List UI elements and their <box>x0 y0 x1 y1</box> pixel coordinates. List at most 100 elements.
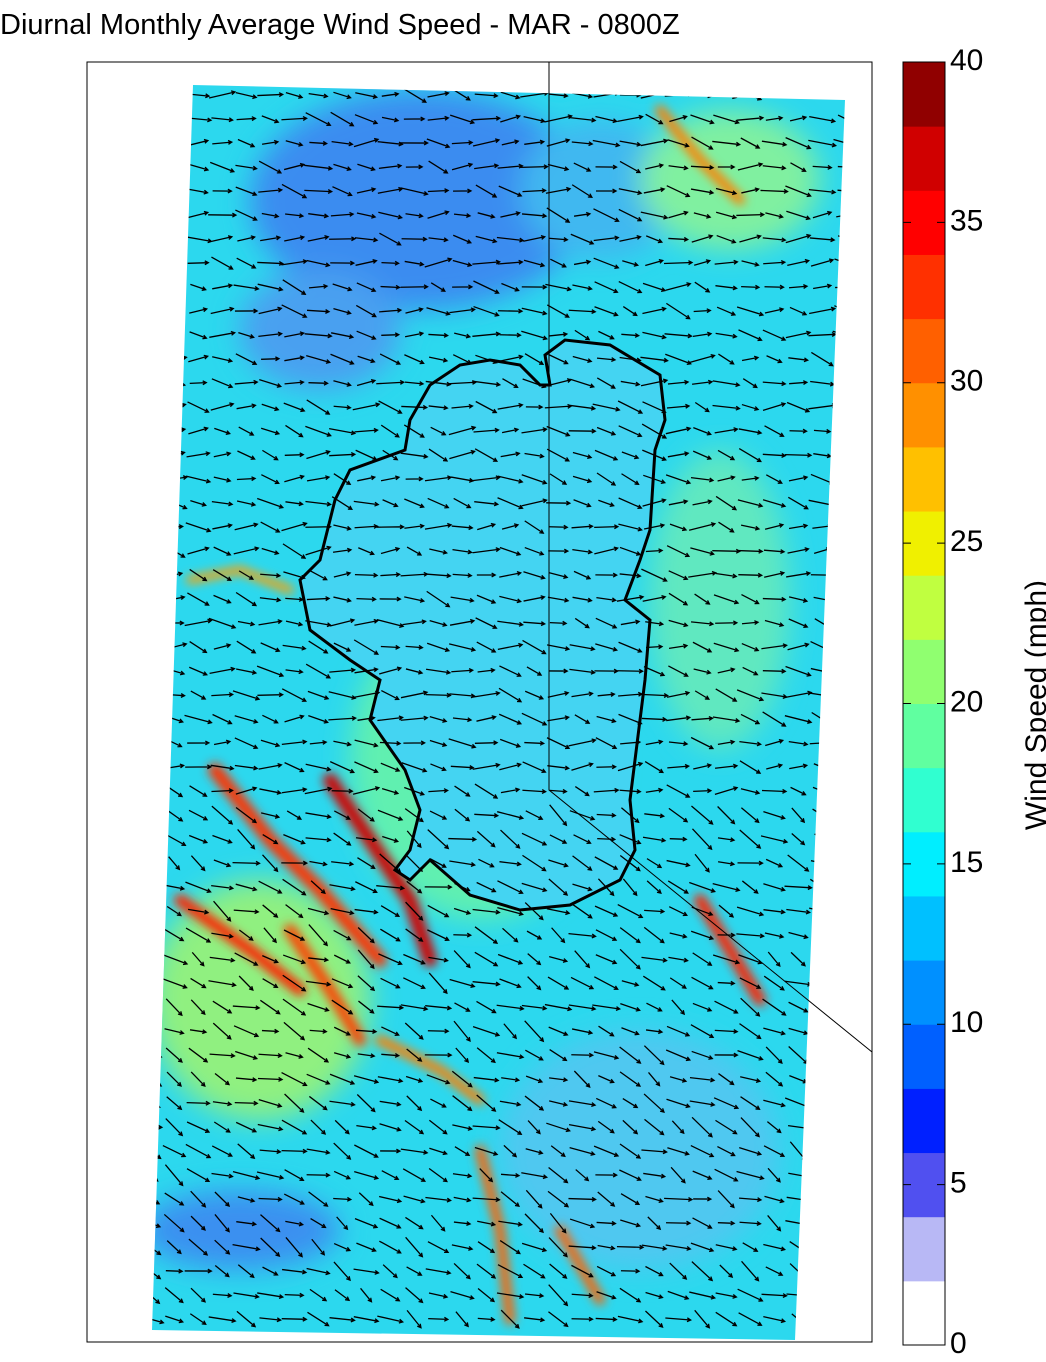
wind-arrow <box>214 1264 230 1278</box>
wind-arrow <box>784 885 813 891</box>
wind-arrow <box>571 903 593 919</box>
wind-arrow <box>234 952 259 966</box>
wind-arrow <box>261 212 280 219</box>
wind-arrow <box>475 354 498 364</box>
wind-arrow <box>621 980 640 987</box>
wind-arrow <box>569 1218 596 1229</box>
wind-arrow <box>502 378 519 389</box>
wind-arrow <box>428 1167 448 1183</box>
wind-arrow <box>619 1046 642 1064</box>
wind-arrow <box>329 427 357 436</box>
wind-arrow <box>305 980 332 987</box>
wind-arrow <box>549 956 569 963</box>
wind-arrow <box>213 476 232 483</box>
wind-arrow <box>281 1148 308 1154</box>
wind-arrow <box>525 1075 544 1084</box>
wind-arrow <box>574 785 590 797</box>
colorbar-tick-label: 5 <box>950 1167 967 1200</box>
wind-arrow <box>333 1142 352 1160</box>
wind-arrow <box>785 137 812 150</box>
wind-arrow <box>667 880 689 894</box>
wind-arrow <box>237 450 256 460</box>
wind-arrow <box>333 91 352 100</box>
wind-arrow <box>522 188 547 194</box>
wind-arrow <box>497 953 524 965</box>
wind-arrow <box>214 1072 231 1086</box>
wind-arrow <box>357 857 376 870</box>
wind-arrow <box>618 641 643 653</box>
wind-arrow <box>594 976 619 990</box>
wind-arrow <box>717 739 736 745</box>
wind-arrow <box>692 952 713 966</box>
wind-arrow <box>717 806 736 825</box>
wind-arrow <box>285 620 304 627</box>
wind-arrow <box>717 475 736 482</box>
wind-arrow <box>620 619 641 626</box>
wind-arrow <box>713 114 740 125</box>
wind-arrow <box>521 498 548 507</box>
wind-arrow <box>689 1100 716 1107</box>
wind-arrow <box>717 667 736 674</box>
wind-arrow <box>405 1287 424 1304</box>
wind-arrow <box>527 953 542 966</box>
wind-arrow <box>382 1264 398 1279</box>
wind-arrow <box>190 855 206 872</box>
wind-arrow <box>595 643 619 652</box>
wind-arrow <box>548 548 570 554</box>
wind-arrow <box>238 570 255 580</box>
wind-arrow <box>619 948 641 970</box>
wind-arrow <box>570 976 595 990</box>
wind-arrow <box>472 1125 501 1131</box>
wind-arrow <box>355 92 379 100</box>
wind-arrow <box>189 307 209 314</box>
wind-arrow <box>355 449 378 461</box>
wind-arrow <box>404 498 425 509</box>
wind-arrow <box>688 522 717 531</box>
wind-arrow <box>284 1093 305 1113</box>
wind-arrow <box>427 497 450 509</box>
wind-arrow <box>405 854 423 872</box>
wind-arrow <box>760 188 789 194</box>
wind-arrow <box>499 978 522 989</box>
wind-arrow <box>476 1094 497 1112</box>
wind-arrow <box>237 828 256 850</box>
wind-arrow <box>691 976 714 990</box>
wind-arrow <box>238 975 254 991</box>
wind-arrow <box>521 832 548 846</box>
wind-arrow <box>717 861 736 867</box>
wind-arrow <box>357 715 376 721</box>
wind-arrow <box>641 568 668 582</box>
wind-arrow <box>283 402 306 413</box>
wind-arrow <box>256 497 285 509</box>
wind-arrow <box>427 1028 450 1034</box>
wind-arrow <box>353 1075 380 1084</box>
wind-arrow <box>452 284 474 290</box>
wind-arrow <box>666 715 692 722</box>
wind-arrow <box>596 426 617 436</box>
wind-arrow <box>186 451 211 458</box>
wind-arrow <box>161 977 188 989</box>
wind-arrow <box>382 835 400 843</box>
wind-arrow <box>453 1020 471 1042</box>
wind-arrow <box>548 1237 568 1258</box>
wind-arrow <box>546 207 571 223</box>
wind-arrow <box>689 353 716 364</box>
wind-arrow <box>641 956 668 963</box>
wind-arrow <box>428 448 449 462</box>
wind-arrow <box>211 117 234 123</box>
wind-arrow <box>213 643 232 650</box>
wind-arrow <box>233 909 260 915</box>
wind-arrow <box>573 162 592 172</box>
wind-arrow <box>500 451 521 458</box>
wind-arrow <box>333 524 352 531</box>
wind-arrow <box>524 690 545 700</box>
wind-arrow <box>426 642 451 653</box>
wind-arrow <box>308 924 329 947</box>
wind-arrow <box>666 302 691 320</box>
wind-arrow <box>283 571 306 580</box>
wind-arrow <box>595 115 618 124</box>
wind-arrow <box>430 426 447 436</box>
wind-arrow <box>212 569 233 581</box>
wind-arrow <box>788 596 809 603</box>
wind-arrow <box>190 1190 207 1208</box>
